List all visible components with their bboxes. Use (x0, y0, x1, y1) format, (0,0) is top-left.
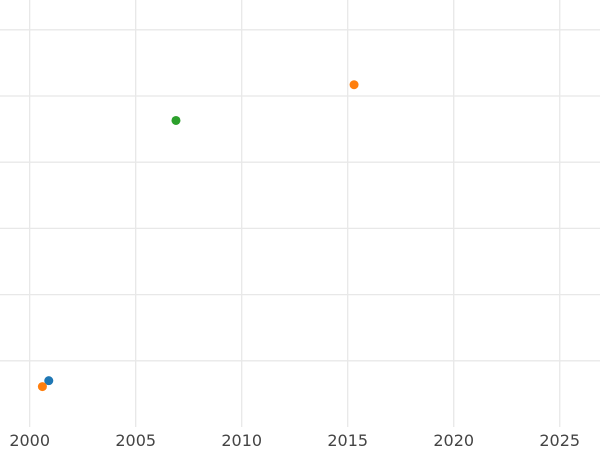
data-points (37, 80, 359, 392)
data-point (349, 80, 359, 90)
data-point (44, 376, 54, 386)
x-tick-label: 2020 (433, 431, 474, 450)
gridlines (0, 0, 600, 427)
x-tick-label: 2005 (115, 431, 156, 450)
data-point (171, 115, 181, 125)
x-tick-label: 2000 (9, 431, 50, 450)
x-tick-label: 2025 (539, 431, 580, 450)
data-point (37, 382, 47, 392)
x-axis-ticks: 2000 2005 2010 2015 2020 2025 (9, 431, 580, 450)
x-tick-label: 2015 (327, 431, 368, 450)
x-tick-label: 2010 (221, 431, 262, 450)
